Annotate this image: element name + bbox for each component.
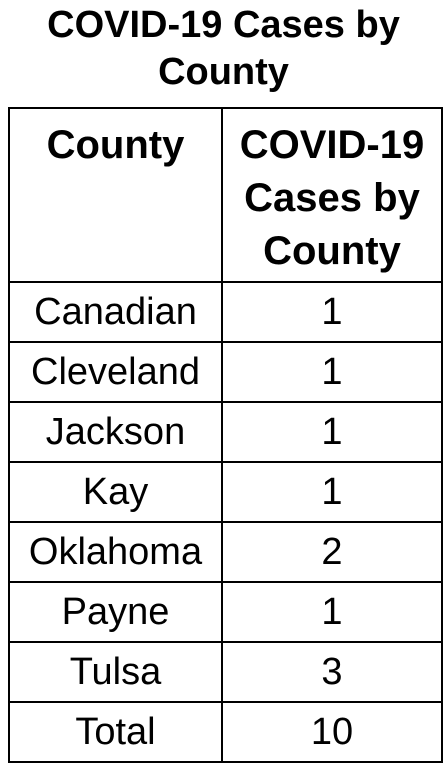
county-cell: Jackson xyxy=(8,401,223,463)
cases-cell: 10 xyxy=(221,701,443,763)
cases-cell: 1 xyxy=(221,281,443,343)
county-cell: Cleveland xyxy=(8,341,223,403)
table-header: County COVID-19 Cases by County xyxy=(8,107,443,283)
table-row: Oklahoma 2 xyxy=(8,521,443,583)
header-cell: County xyxy=(8,107,223,283)
table-row: Kay 1 xyxy=(8,461,443,523)
cases-cell: 2 xyxy=(221,521,443,583)
cases-cell: 1 xyxy=(221,461,443,523)
county-cell: Tulsa xyxy=(8,641,223,703)
county-cell: Kay xyxy=(8,461,223,523)
county-cell: Canadian xyxy=(8,281,223,343)
table-row: Jackson 1 xyxy=(8,401,443,463)
county-cell: Total xyxy=(8,701,223,763)
table-row: Canadian 1 xyxy=(8,281,443,343)
table-row: Cleveland 1 xyxy=(8,341,443,403)
header-cell: COVID-19 Cases by County xyxy=(221,107,443,283)
cases-cell: 3 xyxy=(221,641,443,703)
cases-cell: 1 xyxy=(221,341,443,403)
cases-cell: 1 xyxy=(221,581,443,643)
table-row: Total 10 xyxy=(8,701,443,763)
table-row: Payne 1 xyxy=(8,581,443,643)
cases-cell: 1 xyxy=(221,401,443,463)
table-body: Canadian 1 Cleveland 1 Jackson 1 Kay 1 Oklahoma 2… xyxy=(8,281,443,763)
header-row: County COVID-19 Cases by County xyxy=(8,107,443,283)
table-row: Tulsa 3 xyxy=(8,641,443,703)
cases-table: County COVID-19 Cases by County Canadian… xyxy=(8,107,443,763)
title: COVID-19 Cases by County xyxy=(47,4,400,93)
county-cell: Payne xyxy=(8,581,223,643)
county-cell: Oklahoma xyxy=(8,521,223,583)
